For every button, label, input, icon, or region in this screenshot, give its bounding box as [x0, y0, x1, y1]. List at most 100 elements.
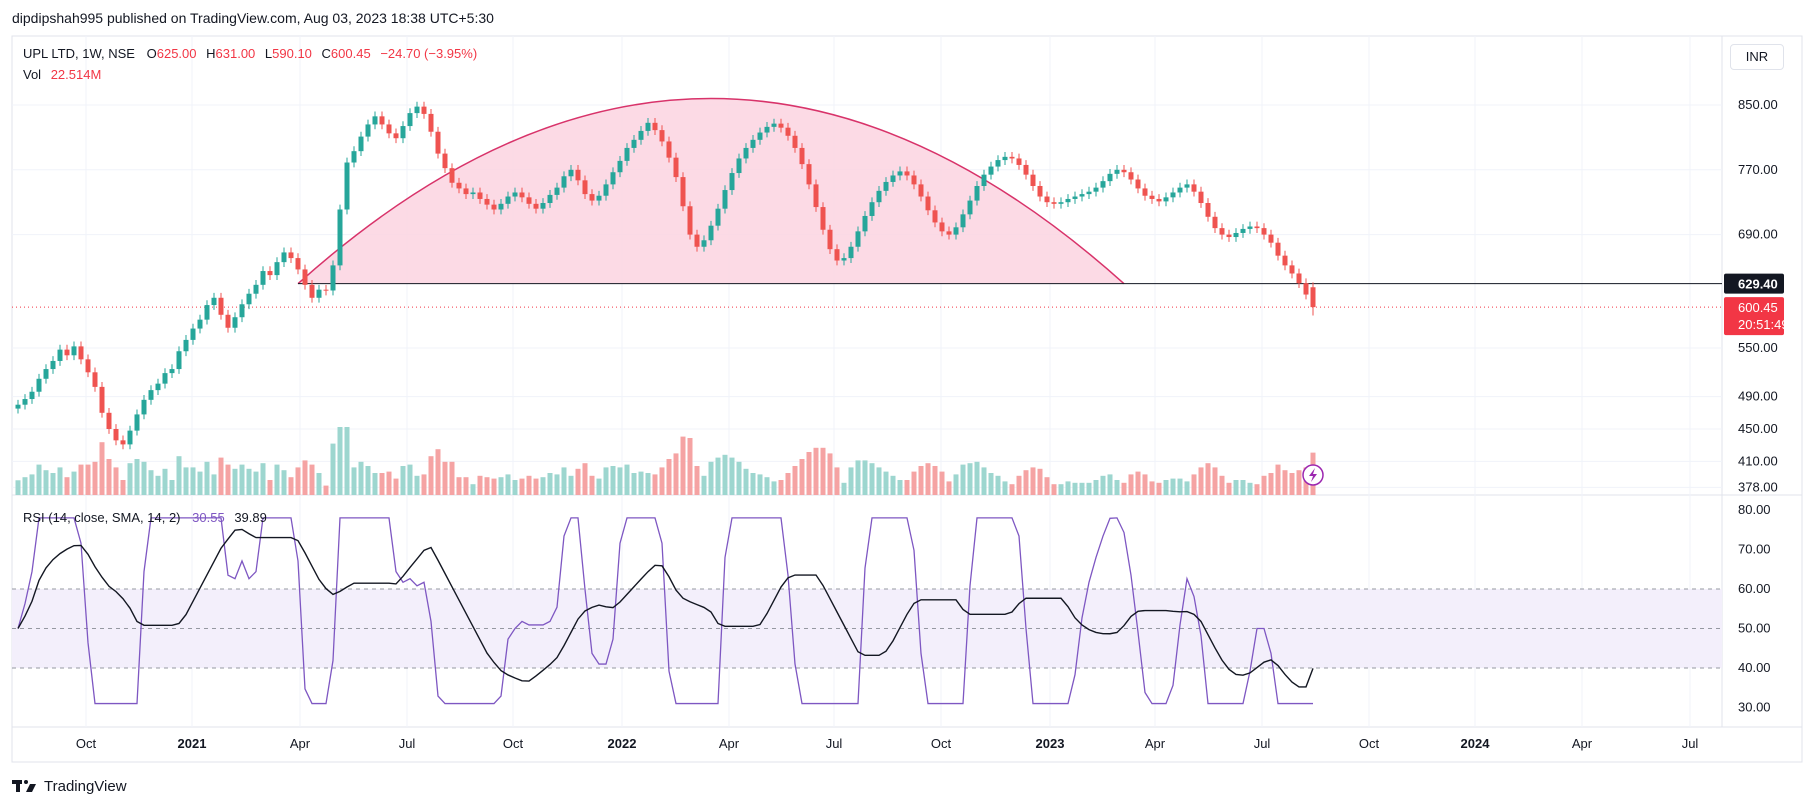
candle-body	[1303, 283, 1309, 295]
volume-bar	[1030, 467, 1036, 495]
volume-bar	[757, 474, 763, 495]
volume-bar	[484, 477, 490, 495]
candle-body	[799, 147, 805, 165]
chart-frame	[11, 35, 1803, 763]
time-axis-label: Oct	[76, 736, 97, 751]
candle-body	[981, 174, 987, 186]
candle-body	[344, 162, 350, 210]
volume-bar	[1058, 484, 1064, 495]
volume-bar	[99, 442, 105, 495]
candle-body	[1163, 197, 1169, 202]
candle-body	[876, 190, 882, 203]
candle-body	[995, 160, 1001, 167]
volume-bar	[1100, 475, 1106, 495]
candle-body	[673, 157, 679, 178]
candle-body	[701, 240, 707, 247]
candle-body	[141, 399, 147, 415]
candle-body	[988, 166, 994, 175]
publisher-line: dipdipshah995 published on TradingView.c…	[12, 10, 494, 26]
candle-body	[260, 271, 266, 285]
candle-body	[204, 305, 210, 320]
candle-body	[1205, 203, 1211, 217]
volume-bar	[162, 468, 168, 495]
candle-body	[561, 176, 567, 188]
volume-bar	[225, 464, 231, 495]
candle-body	[589, 194, 595, 201]
time-axis-label: Apr	[719, 736, 740, 751]
candle-body	[960, 214, 966, 228]
volume-bar	[883, 471, 889, 495]
candle-body	[463, 188, 469, 195]
candle-body	[743, 147, 749, 159]
volume-bar	[617, 467, 623, 495]
candle-body	[134, 414, 140, 431]
volume-bar	[953, 474, 959, 495]
legend-rsi-label: RSI (14, close, SMA, 14, 2)	[23, 510, 181, 525]
price-axis-tick: 770.00	[1738, 162, 1778, 177]
candle-body	[1023, 164, 1029, 175]
candle-body	[246, 293, 252, 305]
volume-bar	[218, 457, 224, 495]
volume-bar	[1051, 484, 1057, 495]
legend-vol-value: 22.514M	[50, 67, 102, 82]
price-chart[interactable]: Oct 2021 Apr Jul Oct 2022 Apr Jul Oct 2023 Apr Jul O…	[0, 0, 1815, 770]
candle-body	[1100, 181, 1106, 188]
time-axis-label: Oct	[1359, 736, 1380, 751]
candle-body	[1240, 228, 1246, 233]
volume-bar	[631, 473, 637, 495]
candle-body	[1310, 287, 1316, 308]
legend-close-value: 600.45	[330, 46, 371, 61]
candle-body	[736, 158, 742, 174]
volume-bar	[596, 478, 602, 495]
volume-bar	[274, 464, 280, 495]
rounding-top-arc	[297, 97, 1125, 285]
candle-body	[932, 210, 938, 223]
volume-bar	[1275, 464, 1281, 495]
volume-bar	[1065, 481, 1071, 495]
time-axis-label: Jul	[826, 736, 843, 751]
volume-bar	[1072, 482, 1078, 495]
time-axis-label: Apr	[290, 736, 311, 751]
candle-body	[365, 124, 371, 137]
candle-body	[1156, 198, 1162, 202]
tradingview-logo-icon	[12, 778, 38, 794]
last-price-label: 600.45	[1738, 300, 1778, 315]
candle-body	[169, 369, 175, 374]
volume-bar	[127, 463, 133, 495]
rsi-line	[17, 517, 1313, 705]
rsi-ma-line	[17, 528, 1314, 688]
volume-bar	[1261, 475, 1267, 495]
legend-rsi-value: 30.55	[192, 510, 225, 525]
candle-body	[617, 160, 623, 173]
legend-open-value: 625.00	[156, 46, 197, 61]
candle-body	[78, 346, 84, 360]
candle-body	[22, 399, 28, 405]
candle-body	[652, 122, 658, 131]
candle-body	[211, 297, 217, 306]
candle-body	[974, 186, 980, 201]
price-axis-tick: 690.00	[1738, 227, 1778, 242]
candle-body	[281, 252, 287, 263]
price-axis-tick: 850.00	[1738, 97, 1778, 112]
candle-body	[729, 173, 735, 191]
candle-body	[442, 153, 448, 169]
candle-body	[666, 141, 672, 158]
volume-bar	[470, 484, 476, 495]
candle-body	[827, 229, 833, 250]
volume-bar	[456, 477, 462, 495]
volume-bar	[1170, 478, 1176, 495]
currency-selector[interactable]: INR	[1730, 44, 1784, 70]
candle-body	[1051, 202, 1057, 204]
volume-bar	[946, 481, 952, 495]
volume-bar	[1254, 484, 1260, 495]
volume-bar	[246, 468, 252, 495]
candle-body	[897, 171, 903, 176]
volume-bar	[1093, 480, 1099, 495]
volume-bar	[848, 467, 854, 495]
candle-body	[659, 130, 665, 142]
rsi-axis-tick: 80.00	[1738, 502, 1771, 517]
candle-body	[1079, 194, 1085, 197]
candle-body	[302, 269, 308, 285]
brand-footer[interactable]: TradingView	[12, 776, 127, 796]
candle-body	[687, 206, 693, 235]
